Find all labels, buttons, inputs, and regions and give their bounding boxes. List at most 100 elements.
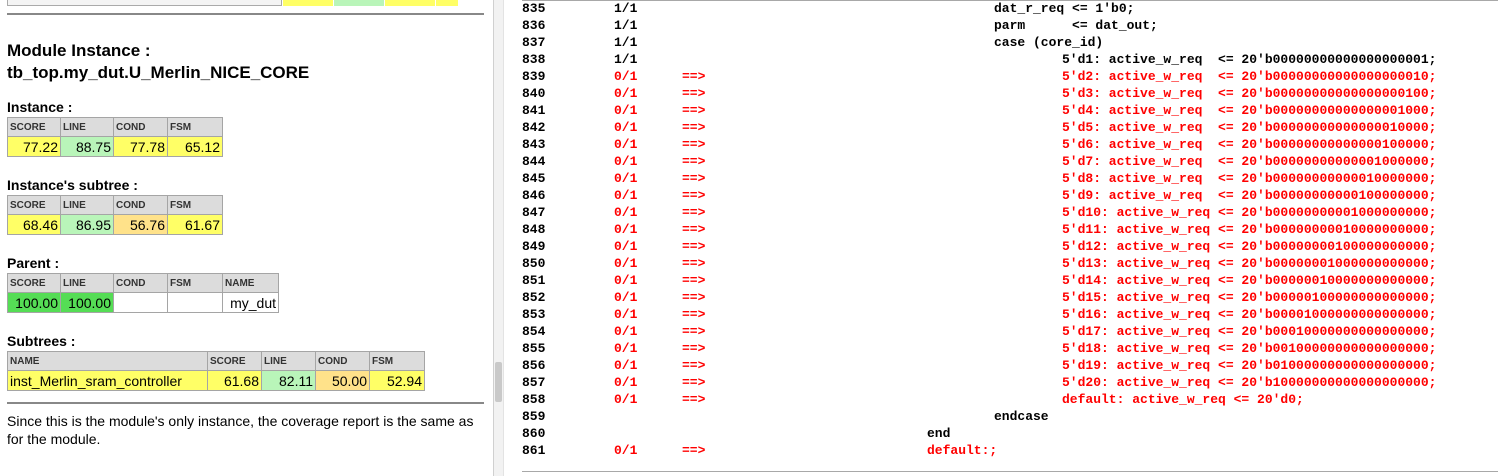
header-line: LINE <box>60 273 114 293</box>
parent-title: Parent : <box>7 255 60 271</box>
coverage-count: 0/1 <box>614 137 638 152</box>
line-number: 835 <box>522 1 546 16</box>
line-number: 850 <box>522 256 546 271</box>
uncovered-arrow: ==> <box>682 239 706 254</box>
uncovered-arrow: ==> <box>682 392 706 407</box>
coverage-count: 0/1 <box>614 154 638 169</box>
coverage-count: 0/1 <box>614 392 638 407</box>
line-number: 859 <box>522 409 546 424</box>
subtree-name-link[interactable]: inst_Merlin_sram_controller <box>7 370 208 391</box>
instance-title: Instance : <box>7 99 73 115</box>
line-number: 853 <box>522 307 546 322</box>
uncovered-arrow: ==> <box>682 324 706 339</box>
coverage-count: 0/1 <box>614 222 638 237</box>
source-bottom-rule <box>522 471 1498 472</box>
source-code: 5'd5: active_w_req <= 20'b00000000000000… <box>1062 120 1437 135</box>
coverage-count: 1/1 <box>614 52 638 67</box>
parent-cond <box>113 292 168 313</box>
uncovered-arrow: ==> <box>682 137 706 152</box>
left-panel-scrollbar[interactable] <box>493 0 503 476</box>
source-line: 853 0/1 ==> 5'd16: active_w_req <= 20'b0000… <box>509 307 1503 324</box>
header-cond: COND <box>113 195 168 215</box>
source-code: 5'd9: active_w_req <= 20'b00000000000100… <box>1062 188 1437 203</box>
source-line: 841 0/1 ==> 5'd4: active_w_req <= 20'b00000… <box>509 103 1503 120</box>
line-number: 842 <box>522 120 546 135</box>
source-code: 5'd6: active_w_req <= 20'b00000000000000… <box>1062 137 1437 152</box>
source-code: 5'd11: active_w_req <= 20'b0000000001000… <box>1062 222 1437 237</box>
source-line: 852 0/1 ==> 5'd15: active_w_req <= 20'b0000… <box>509 290 1503 307</box>
coverage-count: 0/1 <box>614 375 638 390</box>
uncovered-arrow: ==> <box>682 307 706 322</box>
source-line: 855 0/1 ==> 5'd18: active_w_req <= 20'b0010… <box>509 341 1503 358</box>
source-code: 5'd10: active_w_req <= 20'b0000000000100… <box>1062 205 1437 220</box>
source-line: 860 end <box>509 426 1503 443</box>
line-number: 840 <box>522 86 546 101</box>
coverage-count: 0/1 <box>614 103 638 118</box>
source-line: 854 0/1 ==> 5'd17: active_w_req <= 20'b0001… <box>509 324 1503 341</box>
source-line: 847 0/1 ==> 5'd10: active_w_req <= 20'b0000… <box>509 205 1503 222</box>
source-line: 835 1/1 dat_r_req <= 1'b0; <box>509 1 1503 18</box>
source-line: 859 endcase <box>509 409 1503 426</box>
header-name: NAME <box>222 273 279 293</box>
subtree-title: Instance's subtree : <box>7 177 138 193</box>
coverage-count: 0/1 <box>614 256 638 271</box>
source-code: 5'd1: active_w_req <= 20'b00000000000000… <box>1062 52 1437 67</box>
instance-line: 88.75 <box>60 136 114 157</box>
parent-name-link[interactable]: my_dut <box>222 292 279 313</box>
line-number: 861 <box>522 443 546 458</box>
instance-cond: 77.78 <box>113 136 168 157</box>
source-line: 857 0/1 ==> 5'd20: active_w_req <= 20'b1000… <box>509 375 1503 392</box>
line-number: 849 <box>522 239 546 254</box>
coverage-count: 0/1 <box>614 307 638 322</box>
source-line: 850 0/1 ==> 5'd13: active_w_req <= 20'b0000… <box>509 256 1503 273</box>
coverage-count: 0/1 <box>614 324 638 339</box>
subtrees-score: 61.68 <box>207 370 262 391</box>
source-line: 845 0/1 ==> 5'd8: active_w_req <= 20'b00000… <box>509 171 1503 188</box>
source-panel: 835 1/1 dat_r_req <= 1'b0; 836 1/1 parm <= da… <box>509 0 1503 476</box>
source-code: 5'd3: active_w_req <= 20'b00000000000000… <box>1062 86 1437 101</box>
instance-fsm: 65.12 <box>167 136 223 157</box>
scroll-thumb[interactable] <box>495 362 502 402</box>
instance-score: 77.22 <box>7 136 61 157</box>
source-line: 851 0/1 ==> 5'd14: active_w_req <= 20'b0000… <box>509 273 1503 290</box>
subtree-cond: 56.76 <box>113 214 168 235</box>
separator-bottom <box>7 402 484 404</box>
header-fsm: FSM <box>369 351 425 371</box>
coverage-count: 0/1 <box>614 69 638 84</box>
line-number: 857 <box>522 375 546 390</box>
source-code: 5'd14: active_w_req <= 20'b0000001000000… <box>1062 273 1437 288</box>
line-number: 856 <box>522 358 546 373</box>
module-instance-path: tb_top.my_dut.U_Merlin_NICE_CORE <box>7 63 310 82</box>
header-cond: COND <box>113 117 168 137</box>
coverage-count: 0/1 <box>614 273 638 288</box>
coverage-count: 1/1 <box>614 35 638 50</box>
subtree-table: SCORE LINE COND FSM 68.46 86.95 56.76 61… <box>7 195 223 235</box>
source-code: 5'd18: active_w_req <= 20'b0010000000000… <box>1062 341 1437 356</box>
parent-score: 100.00 <box>7 292 61 313</box>
uncovered-arrow: ==> <box>682 103 706 118</box>
line-number: 847 <box>522 205 546 220</box>
uncovered-arrow: ==> <box>682 188 706 203</box>
uncovered-arrow: ==> <box>682 375 706 390</box>
uncovered-arrow: ==> <box>682 443 706 458</box>
frame-divider[interactable] <box>503 0 509 476</box>
coverage-count: 0/1 <box>614 341 638 356</box>
uncovered-arrow: ==> <box>682 290 706 305</box>
line-number: 860 <box>522 426 546 441</box>
source-line: 838 1/1 5'd1: active_w_req <= 20'b00000000… <box>509 52 1503 69</box>
source-code: 5'd4: active_w_req <= 20'b00000000000000… <box>1062 103 1437 118</box>
source-line: 846 0/1 ==> 5'd9: active_w_req <= 20'b00000… <box>509 188 1503 205</box>
line-number: 836 <box>522 18 546 33</box>
header-line: LINE <box>261 351 316 371</box>
line-number: 852 <box>522 290 546 305</box>
instance-table: SCORE LINE COND FSM 77.22 88.75 77.78 65… <box>7 117 223 157</box>
coverage-count: 0/1 <box>614 86 638 101</box>
header-cond: COND <box>315 351 370 371</box>
line-number: 858 <box>522 392 546 407</box>
source-code: 5'd12: active_w_req <= 20'b0000000010000… <box>1062 239 1437 254</box>
subtrees-cond: 50.00 <box>315 370 370 391</box>
header-fsm: FSM <box>167 195 223 215</box>
line-number: 837 <box>522 35 546 50</box>
header-fsm: FSM <box>167 273 223 293</box>
uncovered-arrow: ==> <box>682 86 706 101</box>
